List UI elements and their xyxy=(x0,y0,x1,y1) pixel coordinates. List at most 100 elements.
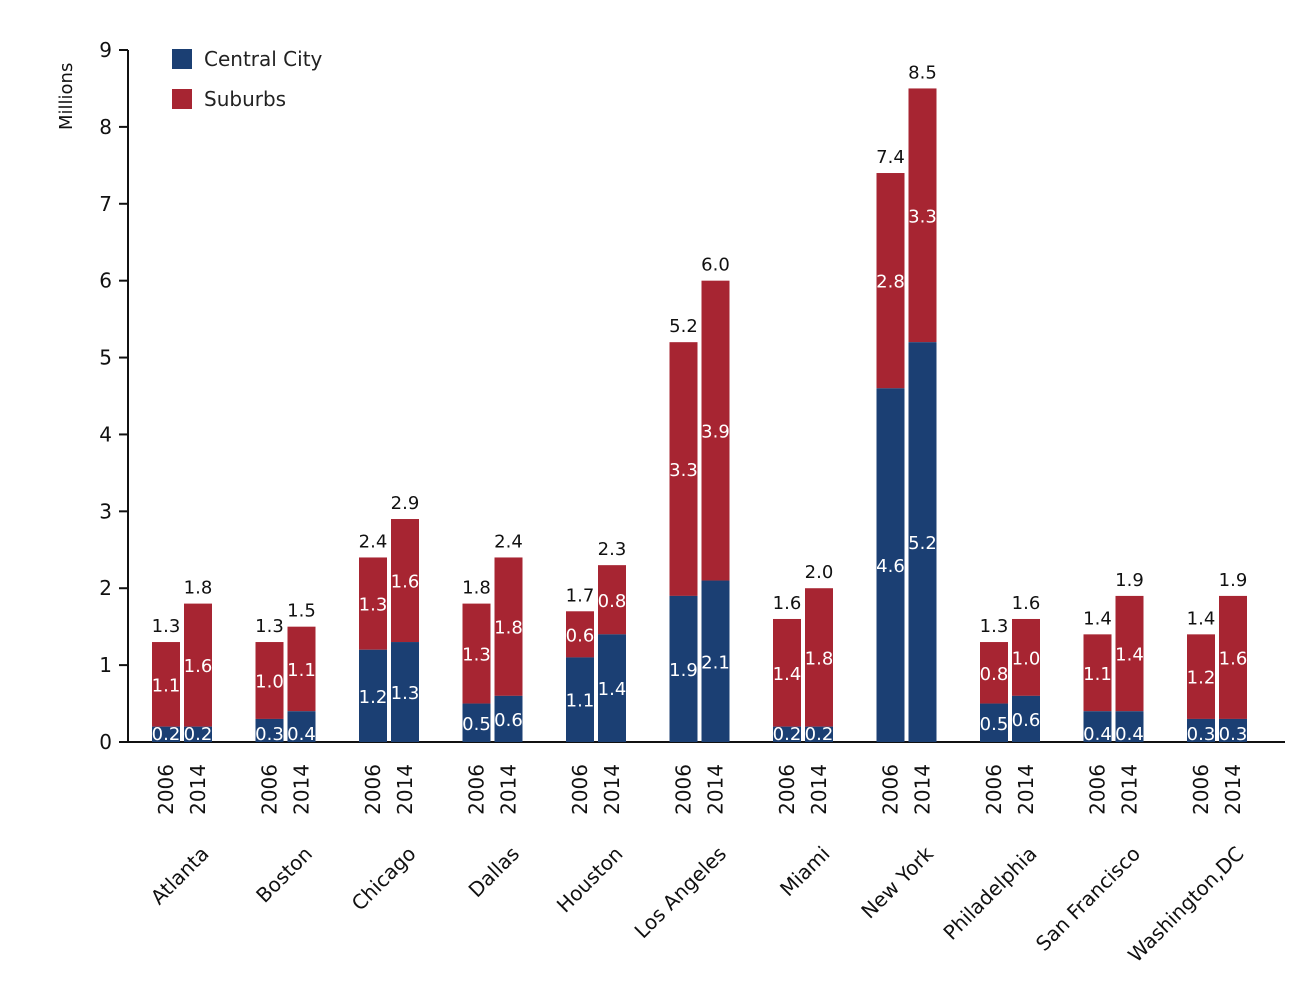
category-label-boston: Boston xyxy=(251,842,317,908)
total-label-washington-dc-2014: 1.9 xyxy=(1219,570,1248,591)
x-tick-label-dallas-2006: 2006 xyxy=(465,764,489,815)
x-tick-label-boston-2014: 2014 xyxy=(290,764,314,815)
data-label-central-philadelphia-2006: 0.5 xyxy=(980,714,1009,735)
bar-suburbs-atlanta-2006 xyxy=(152,642,180,727)
data-label-suburbs-san-francisco-2014: 1.4 xyxy=(1115,645,1144,666)
bar-suburbs-miami-2006 xyxy=(773,618,801,727)
bar-central-chicago-2006 xyxy=(359,649,387,742)
x-tick-label-boston-2006: 2006 xyxy=(258,764,282,815)
bar-suburbs-san-francisco-2006 xyxy=(1083,634,1112,712)
bar-suburbs-chicago-2014 xyxy=(391,519,419,643)
category-label-atlanta: Atlanta xyxy=(146,842,214,910)
data-label-suburbs-dallas-2014: 1.8 xyxy=(494,618,523,639)
x-tick-label-atlanta-2014: 2014 xyxy=(186,764,210,815)
y-tick-label-6: 6 xyxy=(99,269,112,293)
bar-suburbs-dallas-2006 xyxy=(462,603,491,704)
bar-central-chicago-2014 xyxy=(391,642,419,742)
bar-suburbs-boston-2014 xyxy=(287,626,316,712)
legend-label-central-city: Central City xyxy=(204,47,323,71)
bar-suburbs-washington-dc-2006 xyxy=(1187,634,1215,719)
data-label-central-los-angeles-2014: 2.1 xyxy=(701,652,730,673)
bar-central-new-york-2006 xyxy=(876,388,905,742)
total-label-atlanta-2014: 1.8 xyxy=(184,578,213,599)
legend: Central City Suburbs xyxy=(172,47,322,127)
total-label-boston-2006: 1.3 xyxy=(255,616,284,637)
total-label-houston-2006: 1.7 xyxy=(566,585,595,606)
bar-central-washington-dc-2006 xyxy=(1187,718,1215,742)
data-label-suburbs-boston-2006: 1.0 xyxy=(255,671,284,692)
y-tick-label-9: 9 xyxy=(99,38,112,62)
x-tick-label-washington-dc-2006: 2006 xyxy=(1189,764,1213,815)
total-label-new-york-2006: 7.4 xyxy=(876,147,905,168)
data-label-central-philadelphia-2014: 0.6 xyxy=(1012,710,1041,731)
data-label-suburbs-dallas-2006: 1.3 xyxy=(462,645,491,666)
bar-suburbs-chicago-2006 xyxy=(359,557,387,650)
bar-central-atlanta-2006 xyxy=(152,726,180,742)
data-label-central-atlanta-2006: 0.2 xyxy=(152,724,181,745)
bar-suburbs-houston-2014 xyxy=(598,565,626,635)
data-label-suburbs-miami-2014: 1.8 xyxy=(805,648,834,669)
data-label-central-los-angeles-2006: 1.9 xyxy=(669,660,698,681)
data-label-central-dallas-2006: 0.5 xyxy=(462,714,491,735)
total-label-dallas-2006: 1.8 xyxy=(462,578,491,599)
x-tick-label-san-francisco-2014: 2014 xyxy=(1118,764,1142,815)
y-axis-label: Millions xyxy=(56,62,77,130)
bar-suburbs-los-angeles-2006 xyxy=(669,342,698,596)
total-label-los-angeles-2014: 6.0 xyxy=(701,255,730,276)
legend-label-suburbs: Suburbs xyxy=(204,87,287,111)
x-tick-label-new-york-2006: 2006 xyxy=(879,764,903,815)
data-label-central-chicago-2006: 1.2 xyxy=(359,687,388,708)
x-tick-label-washington-dc-2014: 2014 xyxy=(1221,764,1245,815)
x-tick-label-miami-2006: 2006 xyxy=(775,764,799,815)
data-label-central-chicago-2014: 1.3 xyxy=(391,683,420,704)
data-label-central-houston-2014: 1.4 xyxy=(598,679,627,700)
bar-central-boston-2014 xyxy=(287,711,316,742)
bar-central-los-angeles-2014 xyxy=(701,580,730,742)
bar-central-houston-2014 xyxy=(598,634,626,742)
bar-suburbs-atlanta-2014 xyxy=(184,603,212,727)
total-label-houston-2014: 2.3 xyxy=(598,539,627,560)
bar-central-philadelphia-2014 xyxy=(1012,695,1040,742)
data-label-suburbs-chicago-2006: 1.3 xyxy=(359,595,388,616)
legend-item-central-city: Central City xyxy=(172,47,322,71)
x-tick-label-chicago-2006: 2006 xyxy=(361,764,385,815)
data-label-central-new-york-2014: 5.2 xyxy=(908,533,937,554)
data-label-suburbs-boston-2014: 1.1 xyxy=(287,660,316,681)
x-tick-label-new-york-2014: 2014 xyxy=(911,764,935,815)
category-label-new-york: New York xyxy=(856,841,938,923)
total-label-new-york-2014: 8.5 xyxy=(908,62,937,83)
x-tick-label-houston-2014: 2014 xyxy=(600,764,624,815)
bar-central-dallas-2014 xyxy=(494,695,523,742)
y-tick-label-3: 3 xyxy=(99,499,112,523)
total-label-san-francisco-2014: 1.9 xyxy=(1115,570,1144,591)
x-tick-label-philadelphia-2014: 2014 xyxy=(1014,764,1038,815)
total-label-philadelphia-2006: 1.3 xyxy=(980,616,1009,637)
total-label-los-angeles-2006: 5.2 xyxy=(669,316,698,337)
x-tick-label-dallas-2014: 2014 xyxy=(497,764,521,815)
bar-central-miami-2006 xyxy=(773,726,801,742)
x-tick-label-los-angeles-2006: 2006 xyxy=(672,764,696,815)
data-label-central-new-york-2006: 4.6 xyxy=(876,556,905,577)
data-label-suburbs-philadelphia-2006: 0.8 xyxy=(980,664,1009,685)
bar-central-miami-2014 xyxy=(805,726,833,742)
legend-item-suburbs: Suburbs xyxy=(172,87,322,111)
legend-swatch-central-city xyxy=(172,49,192,69)
total-label-miami-2014: 2.0 xyxy=(805,562,834,583)
total-label-san-francisco-2006: 1.4 xyxy=(1083,608,1112,629)
bar-central-dallas-2006 xyxy=(462,703,491,742)
data-label-central-houston-2006: 1.1 xyxy=(566,691,595,712)
data-label-suburbs-chicago-2014: 1.6 xyxy=(391,572,420,593)
bar-central-new-york-2014 xyxy=(908,342,937,742)
total-label-dallas-2014: 2.4 xyxy=(494,531,523,552)
bar-suburbs-houston-2006 xyxy=(566,611,594,658)
bar-suburbs-new-york-2006 xyxy=(876,173,905,389)
x-tick-label-chicago-2014: 2014 xyxy=(393,764,417,815)
data-label-suburbs-washington-dc-2006: 1.2 xyxy=(1187,668,1216,689)
data-label-suburbs-miami-2006: 1.4 xyxy=(773,664,802,685)
category-label-chicago: Chicago xyxy=(347,842,421,916)
data-label-central-san-francisco-2006: 0.4 xyxy=(1083,724,1112,745)
bar-suburbs-dallas-2014 xyxy=(494,557,523,696)
x-tick-label-houston-2006: 2006 xyxy=(568,764,592,815)
data-label-suburbs-new-york-2006: 2.8 xyxy=(876,272,905,293)
